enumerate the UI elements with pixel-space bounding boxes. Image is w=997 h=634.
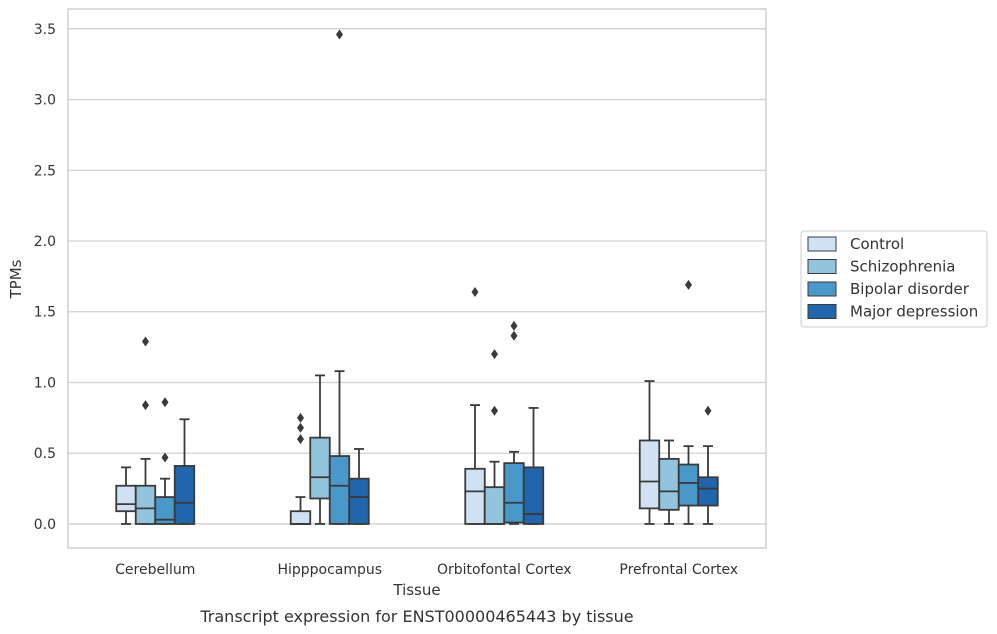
outlier-point (510, 320, 518, 331)
box-iqr (483, 486, 506, 525)
box-control (638, 380, 661, 525)
box-control (115, 466, 137, 525)
x-axis-label: Tissue (392, 581, 440, 599)
box-iqr (289, 510, 312, 525)
box-bipolar-disorder (328, 29, 351, 525)
outlier-point (142, 336, 149, 347)
box-bipolar-disorder (154, 397, 176, 525)
outlier-point (142, 400, 149, 411)
outlier-point (685, 279, 692, 290)
box-iqr (522, 466, 545, 525)
outlier-point (491, 405, 498, 416)
plot-area-frame (67, 8, 767, 549)
legend-swatch (807, 259, 837, 274)
outlier-point (471, 286, 479, 297)
legend-label: Schizophrenia (850, 258, 955, 276)
outlier-point (336, 29, 343, 40)
y-axis-ticks: 0.0 0.5 1.0 1.5 2.0 2.5 3.0 3.5 (34, 22, 56, 533)
outlier-point (510, 330, 518, 341)
outlier-point (161, 452, 169, 463)
chart-caption: Transcript expression for ENST0000046544… (199, 607, 633, 626)
outlier-point (491, 349, 498, 360)
y-axis-label: TPMs (7, 259, 25, 299)
box-iqr (697, 476, 719, 507)
box-schizophrenia (483, 349, 506, 525)
outlier-point (704, 405, 712, 416)
box-bipolar-disorder (503, 320, 525, 525)
outlier-point (297, 434, 304, 445)
legend-swatch (807, 236, 837, 252)
boxes-layer (115, 29, 719, 525)
box-major-depression (697, 405, 719, 525)
legend-swatch (807, 281, 837, 297)
y-tick-label: 2.5 (34, 163, 56, 179)
box-iqr (173, 465, 196, 525)
y-tick-label: 3.5 (34, 22, 56, 38)
outlier-point (297, 412, 304, 423)
box-iqr (328, 455, 351, 525)
y-tick-label: 2.0 (34, 234, 56, 250)
box-iqr (134, 484, 157, 525)
box-schizophrenia (134, 336, 157, 525)
box-iqr (464, 467, 486, 525)
box-iqr (348, 477, 370, 525)
box-major-depression (522, 407, 545, 525)
x-tick-label: Prefrontal Cortex (619, 562, 738, 578)
y-tick-label: 0.5 (34, 446, 56, 462)
box-iqr (503, 462, 525, 524)
box-bipolar-disorder (677, 279, 700, 525)
box-iqr (115, 484, 137, 513)
x-tick-label: Orbitofontal Cortex (437, 562, 572, 578)
y-tick-label: 1.5 (34, 305, 56, 321)
gridlines (68, 28, 766, 525)
outlier-point (297, 422, 304, 433)
box-iqr (658, 457, 680, 511)
box-schizophrenia (309, 374, 331, 525)
y-tick-label: 1.0 (34, 375, 56, 391)
box-control (289, 412, 312, 525)
x-tick-label: Cerebellum (115, 562, 195, 578)
box-iqr (638, 439, 661, 510)
legend-swatch (807, 304, 837, 319)
legend-label: Bipolar disorder (850, 280, 970, 298)
x-axis-ticks: Cerebellum Hipppocampus Orbitofontal Corte… (115, 562, 738, 578)
box-iqr (677, 463, 700, 507)
box-major-depression (173, 418, 196, 525)
legend-label: Major depression (850, 303, 978, 321)
y-tick-label: 0.0 (34, 517, 56, 533)
legend-frame (800, 230, 988, 328)
box-iqr (309, 436, 331, 500)
box-control (464, 286, 486, 525)
x-tick-label: Hipppocampus (277, 562, 382, 578)
y-tick-label: 3.0 (34, 93, 56, 109)
legend: Control Schizophrenia Bipolar disorder Majo… (800, 230, 988, 328)
legend-label: Control (850, 235, 904, 253)
box-major-depression (348, 448, 370, 525)
outlier-point (161, 397, 169, 408)
